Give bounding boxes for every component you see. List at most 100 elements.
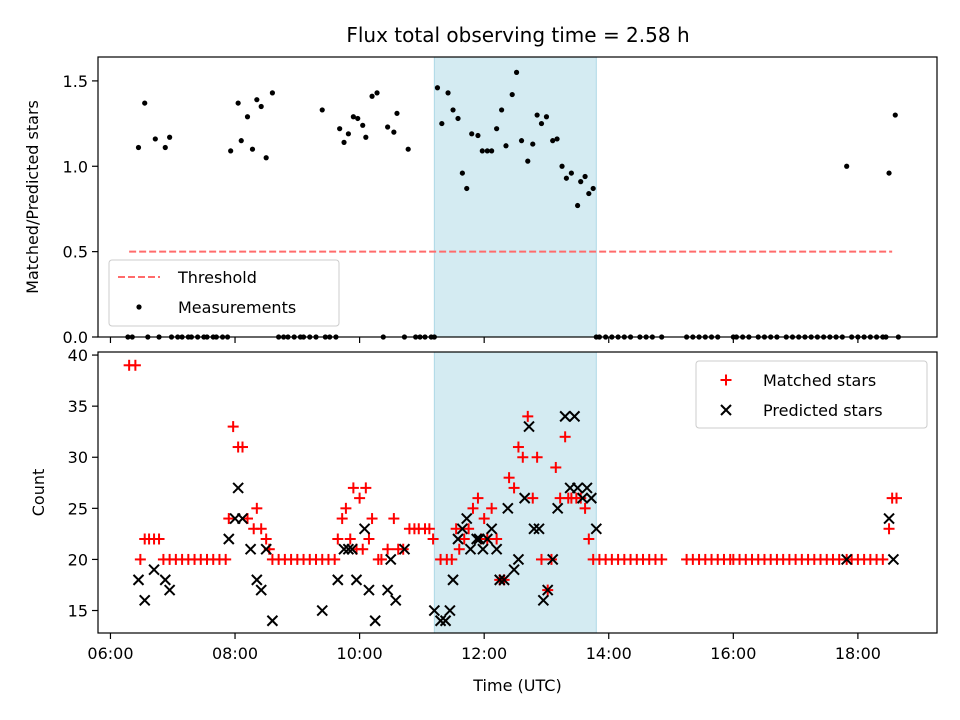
matched-point bbox=[329, 553, 341, 565]
top-y-tick-label: 0.5 bbox=[63, 243, 88, 262]
measurement-point bbox=[228, 148, 234, 154]
top-panel: 0.0 0.5 1.0 1.5 Matched/Predicted stars Thr… bbox=[23, 56, 938, 347]
highlight-span-bottom bbox=[433, 351, 597, 634]
x-axis-label: Time (UTC) bbox=[472, 676, 561, 695]
x-tick-label: 12:00 bbox=[461, 644, 507, 663]
predicted-point bbox=[452, 533, 464, 545]
matched-point bbox=[535, 553, 547, 565]
bottom-y-tick-label: 15 bbox=[68, 602, 88, 621]
matched-point bbox=[255, 523, 267, 535]
legend-predicted-swatch bbox=[720, 404, 732, 416]
matched-point bbox=[153, 533, 165, 545]
measurement-point bbox=[450, 107, 456, 113]
legend-matched-marker bbox=[720, 374, 732, 386]
measurement-point bbox=[337, 126, 343, 132]
measurement-point bbox=[844, 163, 850, 169]
predicted-point bbox=[444, 604, 456, 617]
predicted-point bbox=[498, 574, 510, 586]
predicted-point bbox=[576, 492, 589, 504]
measurement-point bbox=[162, 144, 168, 151]
top-axes-frame bbox=[97, 56, 938, 338]
top-y-ticks: 0.0 0.5 1.0 1.5 bbox=[63, 72, 98, 347]
bottom-y-tick-label: 35 bbox=[68, 397, 88, 416]
matched-point bbox=[527, 492, 539, 504]
matched-point bbox=[467, 502, 479, 514]
measurement-point bbox=[455, 115, 461, 122]
measurement-point bbox=[391, 129, 397, 135]
bottom-y-tick-label: 20 bbox=[68, 550, 88, 569]
x-tick-label: 10:00 bbox=[337, 644, 383, 663]
measurement-point bbox=[530, 141, 536, 147]
chart-title: Flux total observing time = 2.58 h bbox=[346, 23, 689, 47]
matched-point bbox=[354, 492, 366, 504]
matched-point bbox=[129, 359, 141, 371]
measurement-point bbox=[582, 173, 588, 180]
legend-measurements-swatch bbox=[136, 304, 142, 310]
x-tick-label: 08:00 bbox=[212, 644, 258, 663]
measurement-point bbox=[568, 170, 574, 176]
predicted-point bbox=[132, 574, 145, 586]
measurement-point bbox=[167, 134, 173, 140]
measurement-point bbox=[238, 138, 244, 144]
measurement-point bbox=[235, 100, 241, 106]
bottom-x-ticks: 06:00 08:00 10:00 12:00 14:00 16:00 18:00 bbox=[87, 633, 881, 663]
measurement-point bbox=[355, 115, 361, 122]
predicted-point bbox=[260, 543, 272, 555]
matched-point bbox=[340, 502, 352, 514]
measurement-point bbox=[135, 144, 142, 151]
matched-point bbox=[508, 482, 520, 494]
measurement-point bbox=[405, 146, 411, 152]
measurement-point bbox=[152, 136, 158, 142]
matched-point bbox=[227, 421, 239, 433]
bottom-legend-box bbox=[695, 360, 928, 429]
bottom-panel: 15 20 25 30 35 40 06:00 08:00 10:00 12:00 14:00 16… bbox=[29, 346, 938, 695]
measurement-point bbox=[590, 185, 596, 192]
measurement-point bbox=[479, 148, 485, 154]
bottom-legend: Matched stars Predicted stars bbox=[695, 360, 928, 429]
measurement-point bbox=[534, 112, 540, 118]
measurement-point bbox=[475, 132, 481, 139]
matched-point bbox=[491, 533, 503, 545]
matched-point bbox=[357, 543, 369, 555]
predicted-point bbox=[464, 543, 477, 555]
predicted-point bbox=[840, 553, 853, 566]
measurement-point bbox=[434, 85, 441, 91]
matched-point bbox=[453, 543, 465, 555]
predicted-point bbox=[481, 533, 493, 545]
predicted-point bbox=[159, 574, 171, 586]
measurement-point bbox=[464, 185, 470, 192]
bottom-axes-frame bbox=[97, 351, 938, 634]
matched-points bbox=[123, 359, 903, 596]
matched-point bbox=[220, 553, 232, 565]
measurement-point bbox=[360, 122, 366, 128]
predicted-point bbox=[581, 482, 593, 494]
top-x-ticks bbox=[109, 337, 859, 343]
predicted-point bbox=[434, 615, 447, 627]
predicted-point bbox=[883, 512, 895, 525]
predicted-point bbox=[385, 553, 397, 566]
matched-point bbox=[344, 533, 356, 545]
measurement-point bbox=[578, 179, 584, 185]
predicted-point bbox=[537, 594, 550, 607]
measurement-point bbox=[244, 114, 251, 120]
predicted-point bbox=[571, 482, 584, 494]
predicted-point bbox=[502, 502, 514, 515]
matched-point bbox=[550, 461, 562, 473]
matched-point bbox=[522, 410, 534, 422]
predicted-point bbox=[887, 553, 900, 566]
matched-point bbox=[559, 431, 571, 443]
predicted-point bbox=[542, 584, 554, 596]
measurement-point bbox=[394, 110, 400, 116]
matched-point bbox=[223, 513, 235, 525]
predicted-point bbox=[338, 543, 350, 555]
matched-point bbox=[458, 533, 470, 545]
x-tick-label: 06:00 bbox=[87, 644, 133, 663]
predicted-point bbox=[470, 533, 483, 545]
measurement-point bbox=[249, 146, 256, 152]
measurement-point bbox=[319, 107, 325, 113]
legend-predicted-label: Predicted stars bbox=[763, 401, 883, 420]
top-y-tick-label: 0.0 bbox=[63, 328, 88, 347]
x-tick-label: 18:00 bbox=[835, 644, 881, 663]
predicted-points bbox=[132, 410, 900, 627]
